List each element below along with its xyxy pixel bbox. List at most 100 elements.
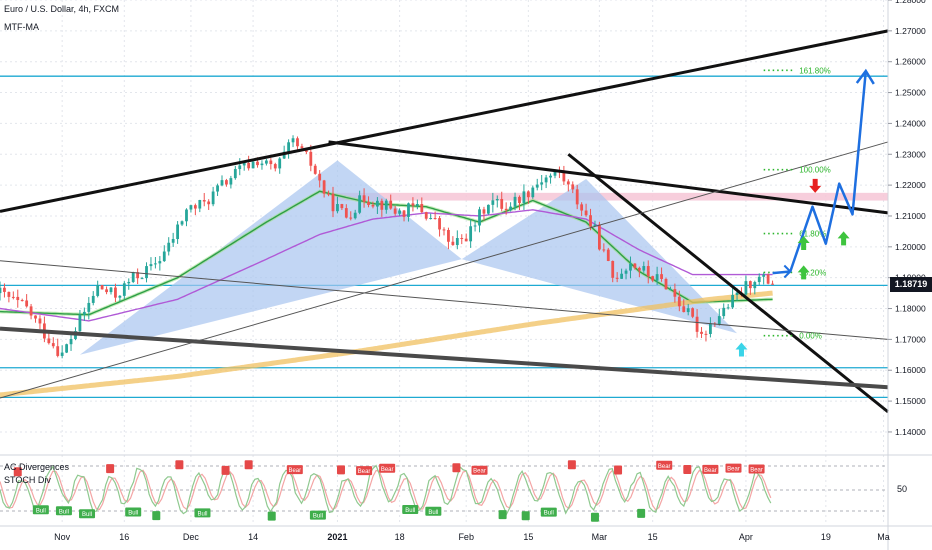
candle-body <box>526 191 530 198</box>
projection-path <box>772 68 875 279</box>
bear-tag <box>656 460 673 470</box>
bear-tag-label: Bear <box>658 464 671 470</box>
candle-body <box>322 180 326 194</box>
y-tick-label: 1.28000 <box>895 0 926 5</box>
candle-body <box>87 302 91 312</box>
buy-arrow-icon <box>837 231 850 246</box>
candle-body <box>47 338 51 344</box>
candle-body <box>220 180 224 186</box>
candle-body <box>566 181 570 185</box>
candle-body <box>171 239 175 243</box>
oscillator-main-line <box>0 464 772 516</box>
candle-body <box>353 212 357 219</box>
candle-body <box>167 242 171 252</box>
candle-body <box>544 177 548 183</box>
candle-body <box>393 208 397 214</box>
bull-tag <box>32 505 49 515</box>
candle-body <box>726 307 730 309</box>
candle-body <box>20 300 24 302</box>
candle-body <box>158 261 162 264</box>
bear-tag-label: Bear <box>288 468 301 474</box>
candle-body <box>753 282 757 289</box>
candle-body <box>411 203 415 206</box>
candle-body <box>193 205 197 209</box>
candle-body <box>624 270 628 274</box>
bear-tag <box>452 463 461 473</box>
candle-body <box>522 191 526 203</box>
candle-body <box>340 204 344 209</box>
candle-body <box>540 182 544 185</box>
bear-tag <box>614 465 623 475</box>
candle-body <box>669 289 672 291</box>
x-tick-label: 15 <box>523 532 533 542</box>
bull-tag-label: Bull <box>428 510 438 516</box>
bull-tag-label: Bull <box>405 508 415 514</box>
bull-tag <box>402 505 419 515</box>
candle-body <box>313 165 317 174</box>
candle-body <box>185 209 188 222</box>
candle-body <box>282 151 286 159</box>
x-tick-label: 16 <box>119 532 129 542</box>
candle-body <box>225 180 228 185</box>
candle-body <box>154 263 157 265</box>
y-tick-label: 1.23000 <box>895 149 926 159</box>
candle-body <box>695 316 699 332</box>
bull-tag <box>521 511 530 521</box>
candle-body <box>620 273 623 279</box>
y-tick-label: 1.26000 <box>895 57 926 67</box>
candle-body <box>700 331 703 334</box>
candle-body <box>642 266 646 271</box>
x-tick-label: 2021 <box>327 532 347 542</box>
candle-body <box>584 210 588 216</box>
candle-body <box>389 200 393 209</box>
y-tick-label: 1.17000 <box>895 334 926 344</box>
bear-tag <box>683 465 692 475</box>
harmonic-pattern <box>79 160 738 355</box>
candle-body <box>7 291 11 297</box>
bear-tag <box>702 464 719 474</box>
candle-body <box>451 241 455 246</box>
buy-arrow-icon <box>797 236 810 251</box>
candle-body <box>358 195 362 213</box>
bull-tag <box>540 507 557 517</box>
candle-body <box>145 266 148 279</box>
candle-body <box>447 229 450 242</box>
bear-tag-label: Bear <box>381 467 394 473</box>
candle-body <box>247 162 251 169</box>
candle-body <box>762 274 766 277</box>
candle-body <box>336 204 339 212</box>
candle-body <box>606 249 610 261</box>
candle-body <box>251 161 255 169</box>
bear-tag-label: Bear <box>704 468 717 474</box>
zones-layer <box>0 75 888 399</box>
candle-body <box>580 204 584 211</box>
candle-body <box>344 208 348 218</box>
candle-body <box>562 172 566 182</box>
moving-average-orange <box>0 290 773 398</box>
candle-body <box>398 210 401 214</box>
oscillator-subtitle: STOCH Div <box>4 475 51 485</box>
buy-arrow-icon <box>797 265 810 280</box>
candle-body <box>660 274 663 279</box>
y-tick-label: 1.18000 <box>895 304 926 314</box>
candle-body <box>216 185 219 192</box>
bull-tag <box>55 506 72 516</box>
trendlines-layer <box>0 29 889 414</box>
bull-tag-label: Bull <box>36 508 46 514</box>
candle-body <box>273 164 277 169</box>
candle-body <box>118 295 122 298</box>
bull-tag <box>125 507 142 517</box>
candle-body <box>460 238 464 240</box>
sell-arrow-icon <box>809 178 822 193</box>
candle-body <box>757 276 761 283</box>
bull-tag-label: Bull <box>544 511 554 517</box>
candle-body <box>602 249 606 251</box>
bear-tag <box>356 466 373 476</box>
resistance-zone <box>333 192 888 201</box>
candle-body <box>105 289 108 293</box>
candle-body <box>34 315 37 319</box>
candle-body <box>646 266 650 277</box>
oscillator-level-label: 50 <box>897 484 908 494</box>
candle-body <box>487 204 490 214</box>
